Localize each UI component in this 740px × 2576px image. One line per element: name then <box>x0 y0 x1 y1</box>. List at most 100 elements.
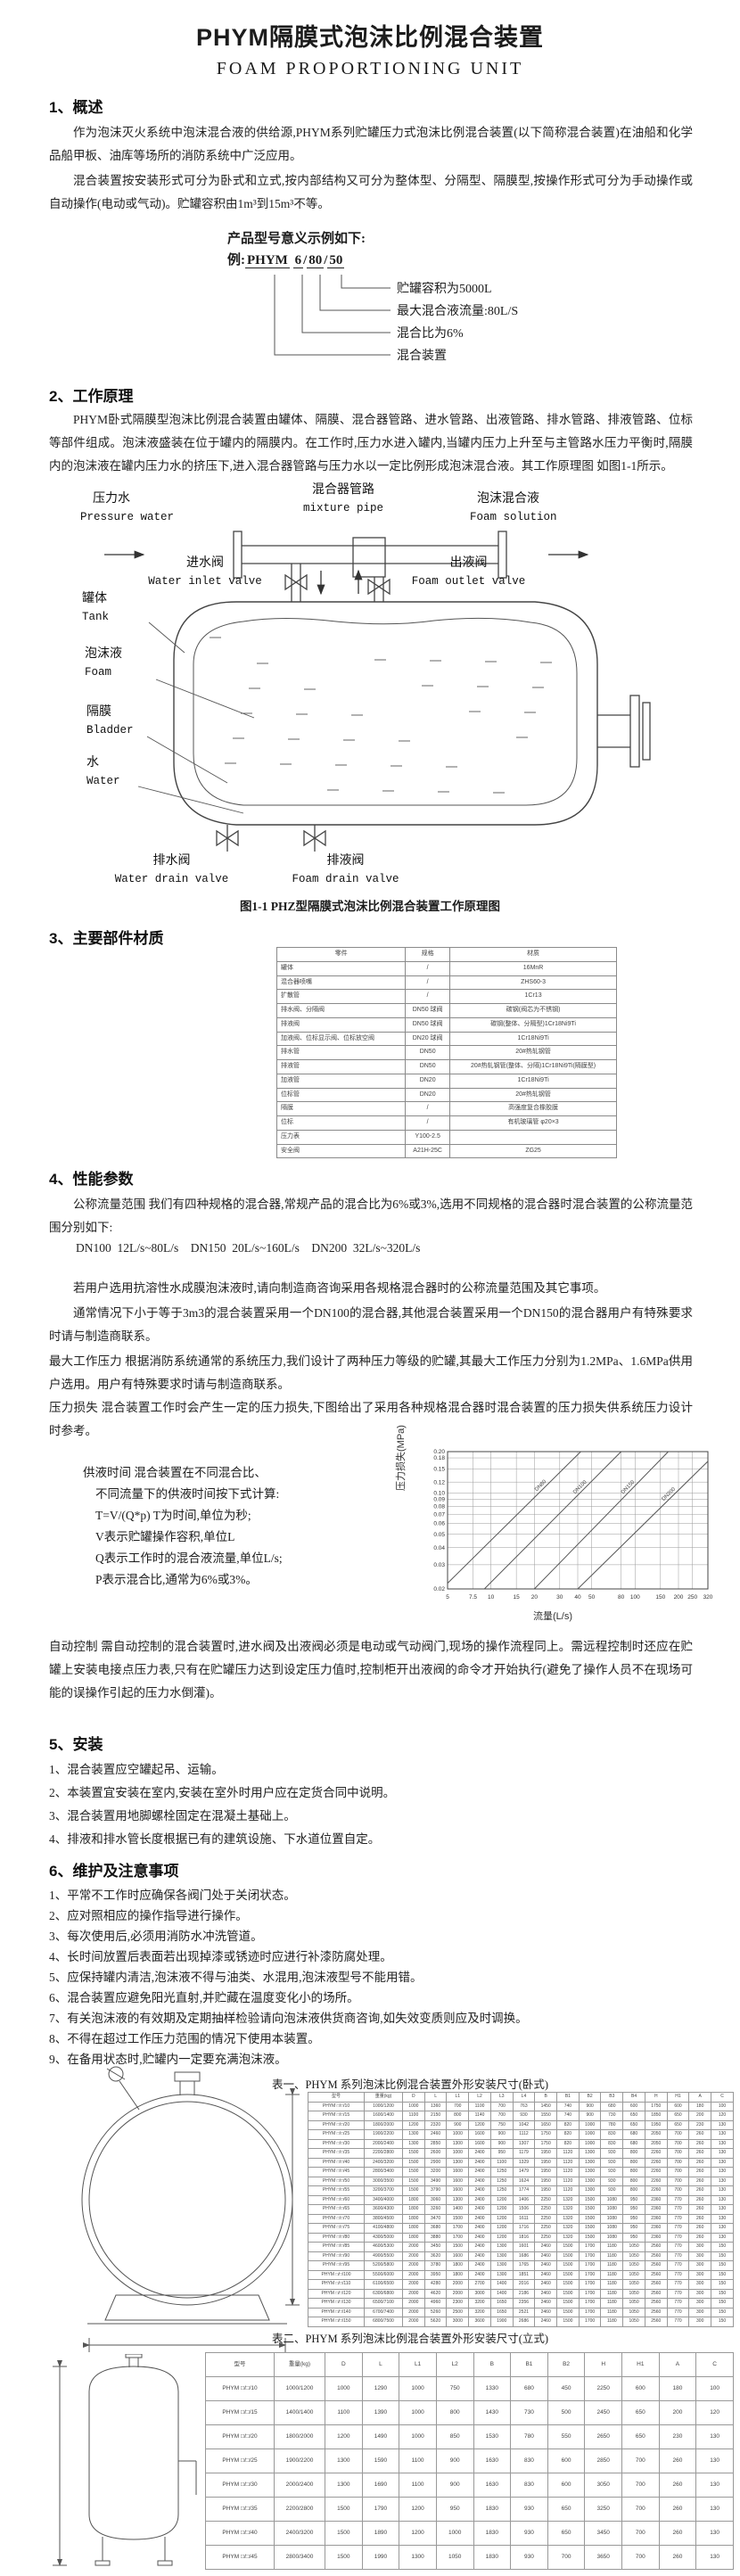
table-cell: 260 <box>658 2545 697 2570</box>
label-zh: 排水阀 <box>152 854 191 868</box>
table-cell: 1506 <box>512 2204 536 2215</box>
table-cell: 770 <box>666 2260 690 2271</box>
table-cell: 930 <box>600 2148 624 2159</box>
svg-text:50: 50 <box>588 1594 596 1601</box>
table-cell: PHYM □/□/100 <box>308 2269 365 2280</box>
table-cell: 260 <box>688 2157 712 2168</box>
table-cell: 1180 <box>600 2307 624 2317</box>
inlet-valve-symbol <box>284 573 308 591</box>
model-example-label: 例: <box>227 253 245 267</box>
table-cell: 1000/1200 <box>364 2101 403 2111</box>
table-cell: 800 <box>622 2148 645 2159</box>
table-cell: 2850 <box>423 2138 448 2149</box>
table-cell: PHYM □/□/30 <box>205 2473 275 2498</box>
dimensions-table-vertical: 型号 重量(kg) D L L1 L2 B B1 B2 H H1 A C PHYM □/□/10 1000… <box>205 2352 734 2570</box>
table-cell: 1830 <box>473 2497 512 2522</box>
figure-caption: 图1-1 PHZ型隔膜式泡沫比例混合装置工作原理图 <box>239 900 501 913</box>
table-header-cell: L1 <box>399 2352 437 2377</box>
table-cell: 1300 <box>578 2167 602 2177</box>
table-row: PHYM □/□/95 5200/5800 2000 3780 1800 2400 1300… <box>308 2260 734 2271</box>
table-cell: 650 <box>622 2111 645 2121</box>
svg-text:0.15: 0.15 <box>433 1466 445 1472</box>
table-cell: 1180 <box>600 2251 624 2261</box>
table-cell: 2600 <box>423 2148 448 2159</box>
table-cell: 800 <box>622 2176 645 2186</box>
table-cell: 1479 <box>512 2167 536 2177</box>
table-row: PHYM □/□/55 3200/3700 1500 3790 1600 2400 1250… <box>308 2185 734 2196</box>
table1-caption: 表一、PHYM 系列泡沫比例混合装置外形安装尺寸(卧式) <box>271 2078 549 2091</box>
table-cell: DN50 <box>405 1045 451 1060</box>
table-cell: 1200 <box>399 2521 437 2546</box>
table-cell: 3000 <box>446 2317 470 2327</box>
table-cell: 1180 <box>600 2269 624 2280</box>
table-cell: 5200/5800 <box>364 2260 403 2271</box>
table-cell: 770 <box>666 2298 690 2309</box>
table-row: 压力表 Y100-2.5 <box>275 1129 617 1145</box>
table-cell: 1300 <box>446 2157 470 2168</box>
table-cell: 2260 <box>644 2185 668 2196</box>
table-cell: 700 <box>621 2545 660 2570</box>
callout-device: 混合装置 <box>397 350 447 363</box>
table-cell: 930 <box>510 2521 548 2546</box>
table-cell: 2800/3400 <box>274 2545 325 2570</box>
list-item: 5、应保持罐内清洁,泡沫液不得与油类、水混用,泡沫液型号不能用错。 <box>49 1971 423 1984</box>
table-row: PHYM □/□/45 2800/3400 1500 3200 1600 2400 1250… <box>308 2167 734 2177</box>
table-cell: 1500 <box>402 2185 425 2196</box>
table-cell: 1500 <box>556 2260 580 2271</box>
table-cell: 650 <box>547 2497 586 2522</box>
table-cell: 1Cr18Ni9Ti <box>449 1073 617 1089</box>
table-cell: 16MnR <box>449 960 617 976</box>
section-6-heading: 6、维护及注意事项 <box>49 1863 179 1880</box>
table-cell: 1490 <box>361 2424 400 2449</box>
table-cell: 260 <box>688 2204 712 2215</box>
table-cell: 高强度复合橡胶膜 <box>449 1101 617 1116</box>
table-cell: 600 <box>547 2448 586 2473</box>
table-cell: 1500 <box>556 2317 580 2327</box>
table-cell: 1500 <box>578 2194 602 2205</box>
table-cell: 扩散管 <box>275 989 407 1004</box>
table-cell: 1800 <box>402 2204 425 2215</box>
table-cell: 2360 <box>644 2194 668 2205</box>
table-cell: A21H-25C <box>405 1143 451 1159</box>
label-en: Foam drain valve <box>292 873 399 885</box>
table-header-cell: H1 <box>621 2352 660 2377</box>
table-cell: DN50 球阀 <box>405 1016 451 1033</box>
table-cell: 位标 <box>275 1115 407 1131</box>
table-cell: 1400 <box>489 2279 514 2290</box>
table-row: PHYM □/□/40 2400/3200 1500 1890 1200 1000 1830… <box>205 2521 734 2546</box>
svg-text:0.03: 0.03 <box>433 1562 445 1568</box>
svg-text:0.09: 0.09 <box>433 1497 445 1503</box>
table-cell: 1630 <box>473 2448 512 2473</box>
table-cell: 1600 <box>468 2138 491 2149</box>
label-zh: 出液阀 <box>449 556 488 570</box>
table-cell: 300 <box>688 2269 712 2280</box>
model-part-series: PHYM <box>245 253 290 268</box>
table-header-row: 型号 重量(kg) D L L1 L2 L3 L4 B B1 B2 B3 B4 H H1 A C <box>308 2092 734 2103</box>
table-cell: 1500 <box>556 2307 580 2317</box>
table-header-cell: L <box>361 2352 400 2377</box>
svg-text:20: 20 <box>531 1594 539 1601</box>
table-cell: 1179 <box>512 2148 536 2159</box>
table-cell: 1050 <box>622 2288 645 2299</box>
svg-text:80: 80 <box>618 1594 625 1601</box>
table-cell: 1800/2000 <box>364 2119 403 2130</box>
table-cell: PHYM □/□/10 <box>205 2376 275 2401</box>
table-cell: 2400 <box>468 2157 491 2168</box>
table-cell: 2000 <box>446 2279 470 2290</box>
table-cell: 700 <box>621 2521 660 2546</box>
svg-text:320: 320 <box>703 1594 713 1601</box>
table-row: PHYM □/□/35 2200/2800 1500 1790 1200 950 1830 9… <box>205 2497 734 2522</box>
table-cell: 1700 <box>446 2232 470 2243</box>
table-header-cell: C <box>711 2092 734 2103</box>
table-cell: DN50 球阀 <box>405 1003 451 1018</box>
table-cell: 1686 <box>512 2251 536 2261</box>
table-cell: DN20 <box>405 1087 451 1103</box>
table-cell: 1200 <box>489 2194 514 2205</box>
table-cell: 770 <box>666 2242 690 2252</box>
table-row: PHYM □/□/25 1900/2200 1300 1590 1100 900 1630 8… <box>205 2448 734 2473</box>
table-cell: 200 <box>688 2111 712 2121</box>
table-row: 隔膜 / 高强度复合橡胶膜 <box>275 1101 617 1116</box>
table-cell: 260 <box>688 2194 712 2205</box>
label-en: Foam solution <box>470 511 557 523</box>
table-header-row: 零件 规格 材质 <box>275 947 617 962</box>
